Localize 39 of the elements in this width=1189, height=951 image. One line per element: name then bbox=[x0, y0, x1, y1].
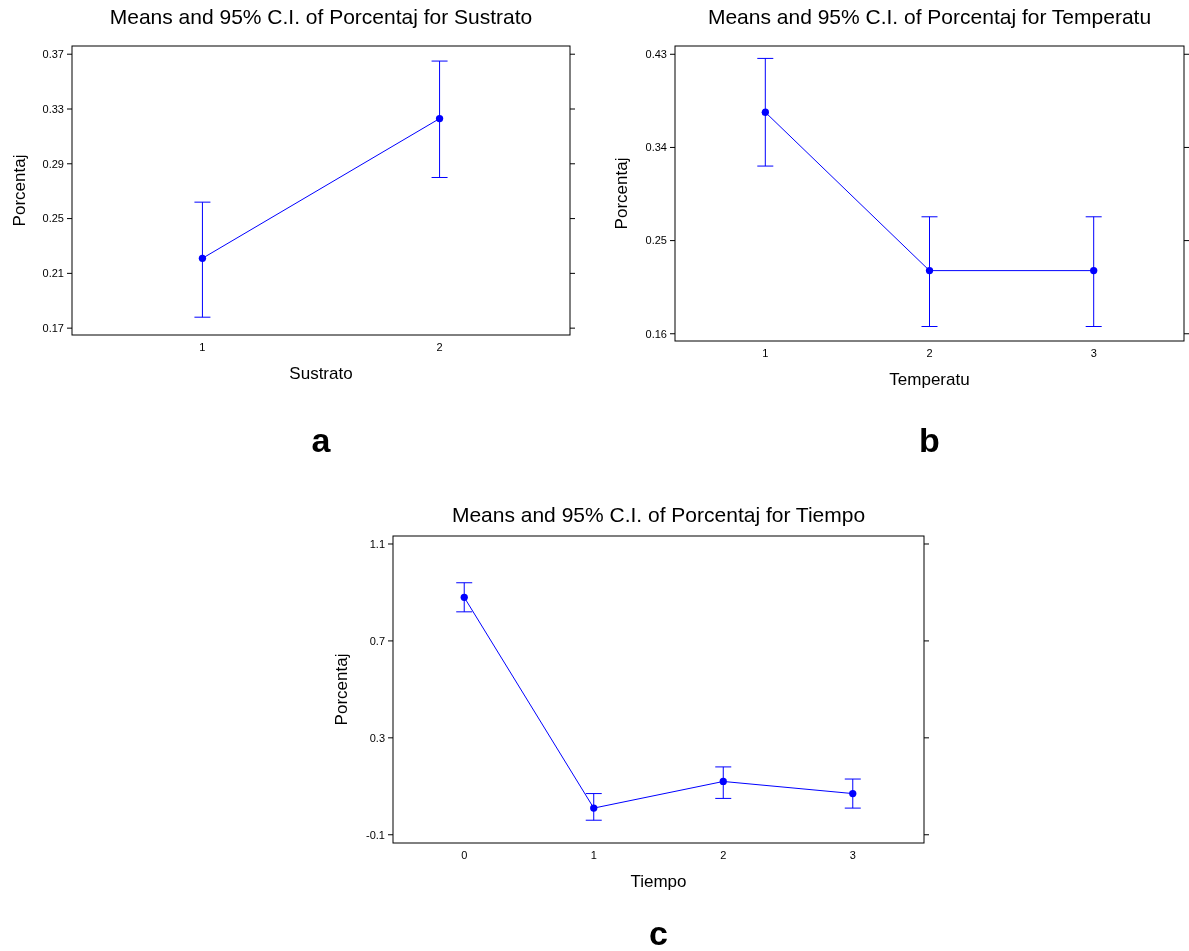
x-axis-title: Temperatu bbox=[889, 370, 970, 389]
text: c bbox=[649, 914, 668, 951]
point bbox=[460, 593, 468, 601]
text: a bbox=[311, 421, 332, 459]
x-tick-label: 3 bbox=[849, 849, 856, 861]
x-tick-label: 0 bbox=[461, 849, 468, 861]
y-tick-label: 0.29 bbox=[42, 157, 64, 170]
x-tick-label: 1 bbox=[590, 849, 597, 861]
chart-title: Means and 95% C.I. of Porcentaj for Temperatu bbox=[707, 5, 1152, 28]
y-tick-label: 0.3 bbox=[369, 731, 385, 744]
y-tick-label: 0.37 bbox=[42, 48, 64, 61]
y-tick-label: 0.33 bbox=[42, 102, 64, 115]
y-tick-label: 0.43 bbox=[645, 48, 667, 61]
chart-title: Means and 95% C.I. of Porcentaj for Tiempo bbox=[451, 503, 866, 526]
point bbox=[590, 804, 598, 812]
y-tick-label: 0.17 bbox=[42, 322, 64, 334]
x-tick-label: 1 bbox=[762, 347, 769, 359]
y-axis-title: Porcentaj bbox=[10, 154, 29, 227]
y-tick-label: 0.7 bbox=[369, 634, 385, 647]
y-tick-label: 0.21 bbox=[42, 267, 64, 280]
y-tick-label: 0.16 bbox=[645, 327, 667, 340]
y-axis-title: Porcentaj bbox=[612, 157, 631, 230]
y-tick-label: 0.25 bbox=[42, 212, 64, 225]
point bbox=[719, 777, 727, 786]
x-tick-label: 2 bbox=[926, 347, 933, 359]
y-axis-title: Porcentaj bbox=[332, 653, 351, 726]
y-tick-label: 0.34 bbox=[645, 141, 667, 154]
x-tick-label: 3 bbox=[1090, 347, 1097, 359]
x-tick-label: 2 bbox=[436, 341, 443, 353]
y-tick-label: 1.1 bbox=[369, 537, 385, 550]
point bbox=[849, 789, 857, 798]
chart-title: Means and 95% C.I. of Porcentaj for Sustrato bbox=[109, 5, 533, 28]
x-axis-title: Tiempo bbox=[630, 872, 687, 891]
text: b bbox=[919, 421, 940, 459]
x-tick-label: 1 bbox=[199, 341, 206, 353]
x-axis-title: Sustrato bbox=[289, 364, 353, 383]
y-tick-label: -0.1 bbox=[366, 828, 385, 841]
y-tick-label: 0.25 bbox=[645, 234, 667, 247]
x-tick-label: 2 bbox=[720, 849, 727, 861]
